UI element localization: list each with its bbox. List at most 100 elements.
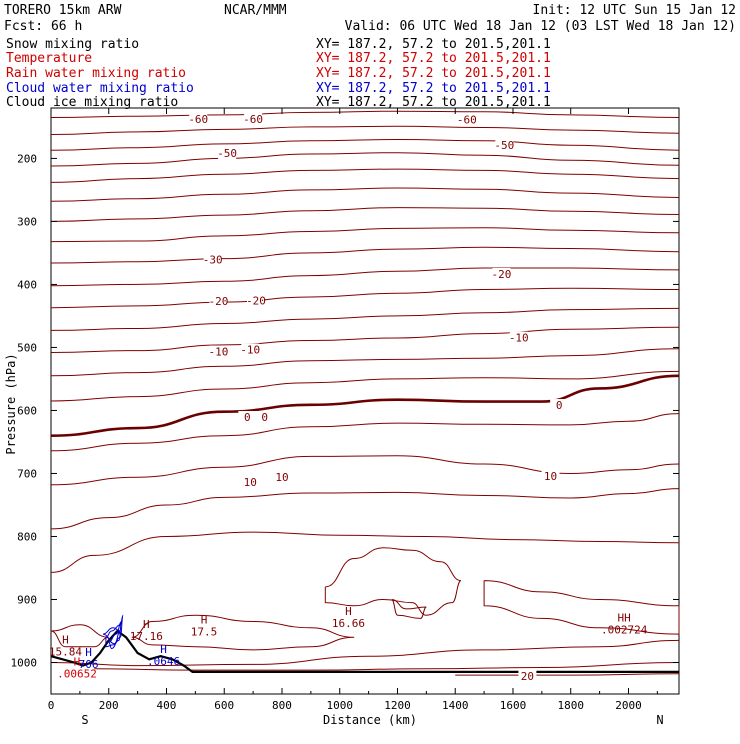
legend-xy-cloud-water: XY= 187.2, 57.2 to 201.5,201.1: [316, 81, 551, 96]
x-tick-label: 1800: [557, 699, 584, 712]
contour-label: 0: [244, 411, 251, 424]
legend-xy-cloud-ice: XY= 187.2, 57.2 to 201.5,201.1: [316, 95, 551, 110]
legend-field-cloud-ice: Cloud ice mixing ratio: [6, 95, 178, 110]
cloud-water-contour: [102, 627, 121, 645]
contour-label: 10: [275, 471, 288, 484]
x-tick-label: 400: [157, 699, 177, 712]
contour-label: -60: [243, 113, 263, 126]
isotherm-line: [50, 374, 680, 437]
extremum-value: 15.84: [49, 646, 82, 659]
legend-field-snow: Snow mixing ratio: [6, 37, 139, 52]
isotherm-line: [50, 187, 680, 202]
isotherm-line: [50, 110, 680, 118]
extremum-value: .002724: [601, 624, 648, 637]
contour-label: -50: [217, 147, 237, 160]
x-tick-label: 1000: [326, 699, 353, 712]
isotherm-line: [50, 267, 680, 287]
contour-label: 0: [261, 411, 268, 424]
isotherm-line: [94, 662, 680, 671]
legend-field-cloud-water: Cloud water mixing ratio: [6, 81, 194, 96]
isotherm-line: [50, 455, 680, 486]
isotherm-line: [50, 531, 680, 573]
contour-label-bg: [238, 411, 257, 424]
y-tick-label: 600: [17, 404, 37, 417]
contour-label-bg: [244, 112, 263, 125]
cloud-water-contour: [105, 614, 124, 648]
isotherm-line: [50, 307, 680, 331]
extremum-mark: H: [345, 605, 352, 618]
contour-label-bg: [255, 411, 274, 424]
closed-contour: [391, 599, 427, 619]
contour-label: -20: [491, 268, 511, 281]
extremum-mark: H: [62, 634, 69, 647]
extremum-mark: H: [143, 618, 150, 631]
extremum-mark: H: [74, 656, 81, 669]
extremum-mark: H: [85, 646, 92, 659]
y-tick-label: 800: [17, 530, 37, 543]
isotherm-line: [50, 138, 680, 151]
contour-label-bg: [550, 399, 569, 412]
closed-contour: [324, 547, 462, 616]
isotherm-line: [50, 168, 680, 183]
contour-label: 20: [521, 670, 534, 683]
isotherm-line: [50, 639, 680, 667]
contour-label-bg: [518, 669, 537, 682]
y-tick-label: 700: [17, 467, 37, 480]
forecast-hour: Fcst: 66 h: [4, 19, 82, 34]
y-tick-label: 500: [17, 341, 37, 354]
contour-label-bg: [241, 475, 260, 488]
contour-label: 10: [244, 476, 257, 489]
isotherm-line: [50, 152, 680, 167]
legend-xy-temperature: XY= 187.2, 57.2 to 201.5,201.1: [316, 51, 551, 66]
contour-label: 10: [544, 470, 557, 483]
isotherm-line: [50, 348, 680, 377]
contour-label-bg: [495, 138, 514, 151]
contour-label-bg: [541, 470, 560, 483]
isotherm-line: [455, 673, 680, 676]
contour-label: -10: [240, 344, 260, 357]
x-tick-label: 1600: [500, 699, 527, 712]
closed-contour: [131, 614, 355, 651]
axes-group: 0 200 400 600 800 1000 1200 1400 1600 1800 2000200…: [11, 108, 679, 712]
extremum-mark: H: [201, 613, 208, 626]
contour-label: -60: [457, 114, 477, 127]
closed-contour: [50, 624, 109, 648]
y-tick-label: 400: [17, 278, 37, 291]
isotherm-line: [50, 207, 680, 222]
x-tick-label: 2000: [615, 699, 642, 712]
isotherm-group: [50, 110, 680, 676]
x-tick-label: 800: [272, 699, 292, 712]
contour-label-bg: [203, 253, 222, 266]
legend-xy-rain: XY= 187.2, 57.2 to 201.5,201.1: [316, 66, 551, 81]
x-tick-label: 200: [99, 699, 119, 712]
x-tick-label: 600: [214, 699, 234, 712]
isotherm-line: [50, 246, 680, 264]
agency-label: NCAR/MMM: [224, 3, 287, 18]
contour-label: -10: [209, 345, 229, 358]
contour-label-bg: [209, 295, 228, 308]
x-endpoint-south: S: [81, 713, 88, 727]
isotherm-line: [50, 370, 680, 402]
x-tick-label: 1200: [384, 699, 411, 712]
isotherm-line: [50, 227, 680, 243]
terrain-group: [50, 614, 679, 673]
isotherm-line: [50, 488, 680, 530]
valid-time: Valid: 06 UTC Wed 18 Jan 12 (03 LST Wed …: [345, 19, 736, 34]
x-axis-title: Distance (km): [323, 713, 417, 727]
contour-label-bg: [241, 343, 260, 356]
isotherm-line: [50, 125, 680, 135]
contour-label-bg: [457, 113, 476, 126]
contour-label: -50: [494, 139, 514, 152]
contour-label-bg: [209, 345, 228, 358]
x-tick-label: 0: [48, 699, 55, 712]
y-axis-title: Pressure (hPa): [4, 353, 18, 454]
extremum-value: .00652: [57, 668, 97, 681]
contour-label: -20: [246, 294, 266, 307]
contour-label-bg: [189, 112, 208, 125]
y-tick-label: 300: [17, 215, 37, 228]
contour-label-bg: [272, 470, 291, 483]
extremum-value: 706: [79, 658, 99, 671]
extremum-value: 16.66: [332, 617, 365, 630]
